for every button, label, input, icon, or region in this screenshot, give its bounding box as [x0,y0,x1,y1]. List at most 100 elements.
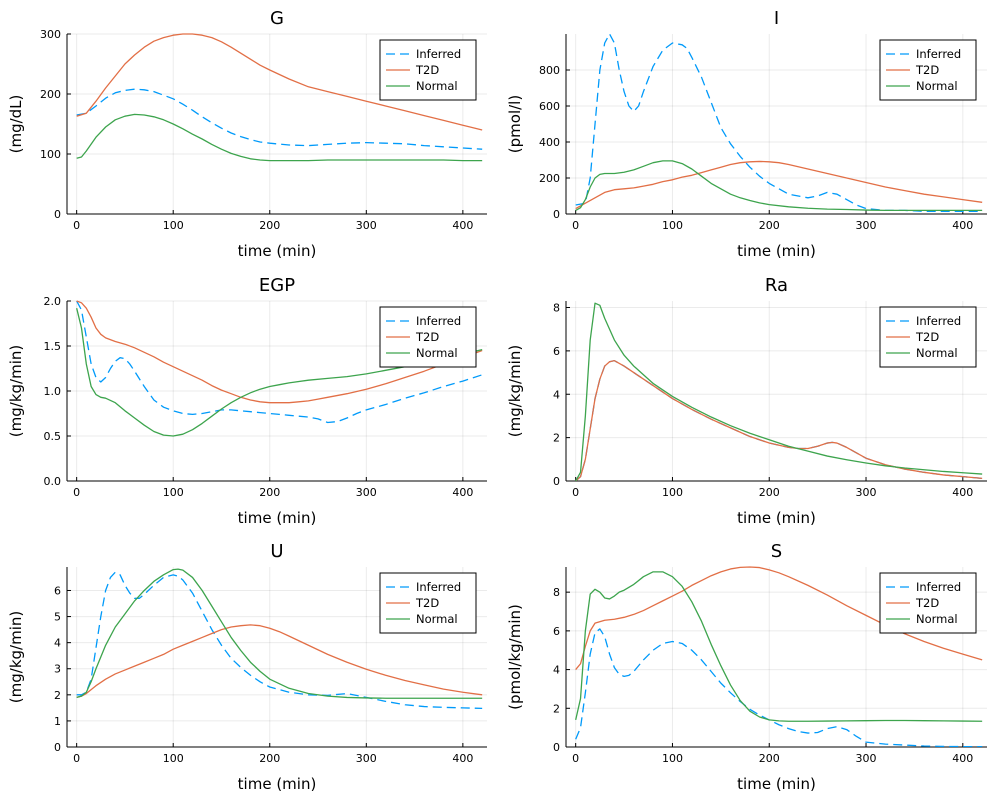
legend-label: Normal [416,79,458,93]
chart-title: S [771,541,782,562]
series-line-inferred [76,571,483,710]
legend-label: Normal [916,79,958,93]
y-tick-label: 0 [553,475,560,488]
series-line-inferred [76,88,483,150]
y-tick-label: 200 [539,172,560,185]
y-axis-label: (mg/kg/min) [506,345,524,437]
series-line-normal [76,568,483,699]
x-tick-label: 200 [759,752,780,765]
legend-label: Inferred [916,314,961,328]
y-tick-label: 0 [553,208,560,221]
x-tick-label: 0 [572,486,579,499]
x-tick-label: 100 [662,219,683,232]
legend-label: Inferred [416,47,461,61]
x-tick-label: 300 [856,486,877,499]
series-line-normal [76,308,483,437]
y-tick-label: 3 [54,663,61,676]
legend-label: T2D [415,330,439,344]
series-line-t2d [575,359,983,481]
x-tick-label: 200 [759,486,780,499]
series-line-normal [575,302,983,481]
y-tick-label: 400 [539,136,560,149]
y-tick-label: 8 [553,302,560,315]
x-tick-label: 300 [356,752,377,765]
x-tick-label: 100 [163,752,184,765]
legend-label: T2D [915,596,939,610]
legend-label: T2D [915,330,939,344]
y-tick-label: 4 [553,388,560,401]
y-tick-label: 100 [40,148,61,161]
legend-label: Normal [416,612,458,626]
chart-panel-egp: 0 100 200 300 400 0.0 0.5 1.0 1.5 2.0 EGP time (min… [7,275,487,527]
x-tick-label: 0 [572,752,579,765]
y-tick-label: 0 [553,741,560,754]
x-tick-label: 400 [952,752,973,765]
y-tick-label: 4 [553,664,560,677]
x-axis-label: time (min) [238,509,317,527]
x-tick-label: 300 [856,219,877,232]
x-axis-label: time (min) [238,775,317,793]
x-tick-label: 300 [356,219,377,232]
x-axis-label: time (min) [737,509,816,527]
legend-label: Inferred [916,580,961,594]
legend-label: Inferred [416,314,461,328]
x-tick-label: 0 [572,219,579,232]
y-tick-label: 1.5 [44,340,62,353]
chart-title: I [774,8,779,29]
series-line-normal [575,160,983,212]
x-tick-label: 100 [163,219,184,232]
x-axis-label: time (min) [238,242,317,260]
chart-title: Ra [765,275,788,296]
y-tick-label: 1 [54,715,61,728]
series-group [575,302,983,481]
y-tick-label: 2 [553,432,560,445]
series-group [76,33,483,162]
series-line-inferred [575,33,983,212]
x-tick-label: 200 [259,486,280,499]
x-tick-label: 300 [356,486,377,499]
legend: Inferred T2D Normal [379,39,477,101]
legend-label: Inferred [916,47,961,61]
x-tick-label: 100 [163,486,184,499]
legend: Inferred T2D Normal [379,306,477,368]
legend-label: T2D [915,63,939,77]
y-tick-label: 2 [54,689,61,702]
y-tick-label: 0 [54,208,61,221]
y-tick-label: 5 [54,611,61,624]
legend: Inferred T2D Normal [879,39,977,101]
legend-label: Normal [916,612,958,626]
series-group [76,568,483,710]
legend-label: T2D [415,596,439,610]
x-tick-label: 200 [259,752,280,765]
chart-title: EGP [259,275,295,296]
legend: Inferred T2D Normal [379,572,477,634]
legend-label: Normal [416,346,458,360]
series-line-t2d [76,300,483,404]
y-tick-label: 300 [40,28,61,41]
series-line-t2d [76,33,483,131]
chart-title: G [270,8,284,29]
x-tick-label: 100 [662,752,683,765]
y-tick-label: 4 [54,637,61,650]
legend: Inferred T2D Normal [879,306,977,368]
x-tick-label: 0 [73,486,80,499]
series-group [575,33,983,212]
x-tick-label: 0 [73,219,80,232]
y-tick-label: 0 [54,741,61,754]
y-axis-label: (mg/dL) [7,95,25,154]
y-tick-label: 2.0 [44,295,62,308]
x-tick-label: 300 [856,752,877,765]
series-line-t2d [575,160,983,210]
y-tick-label: 600 [539,100,560,113]
x-tick-label: 400 [452,486,473,499]
y-axis-label: (mg/kg/min) [7,611,25,703]
chart-title: U [270,541,283,562]
x-tick-label: 200 [759,219,780,232]
y-tick-label: 6 [54,584,61,597]
x-tick-label: 200 [259,219,280,232]
x-tick-label: 100 [662,486,683,499]
series-group [76,300,483,437]
y-tick-label: 1.0 [44,385,62,398]
